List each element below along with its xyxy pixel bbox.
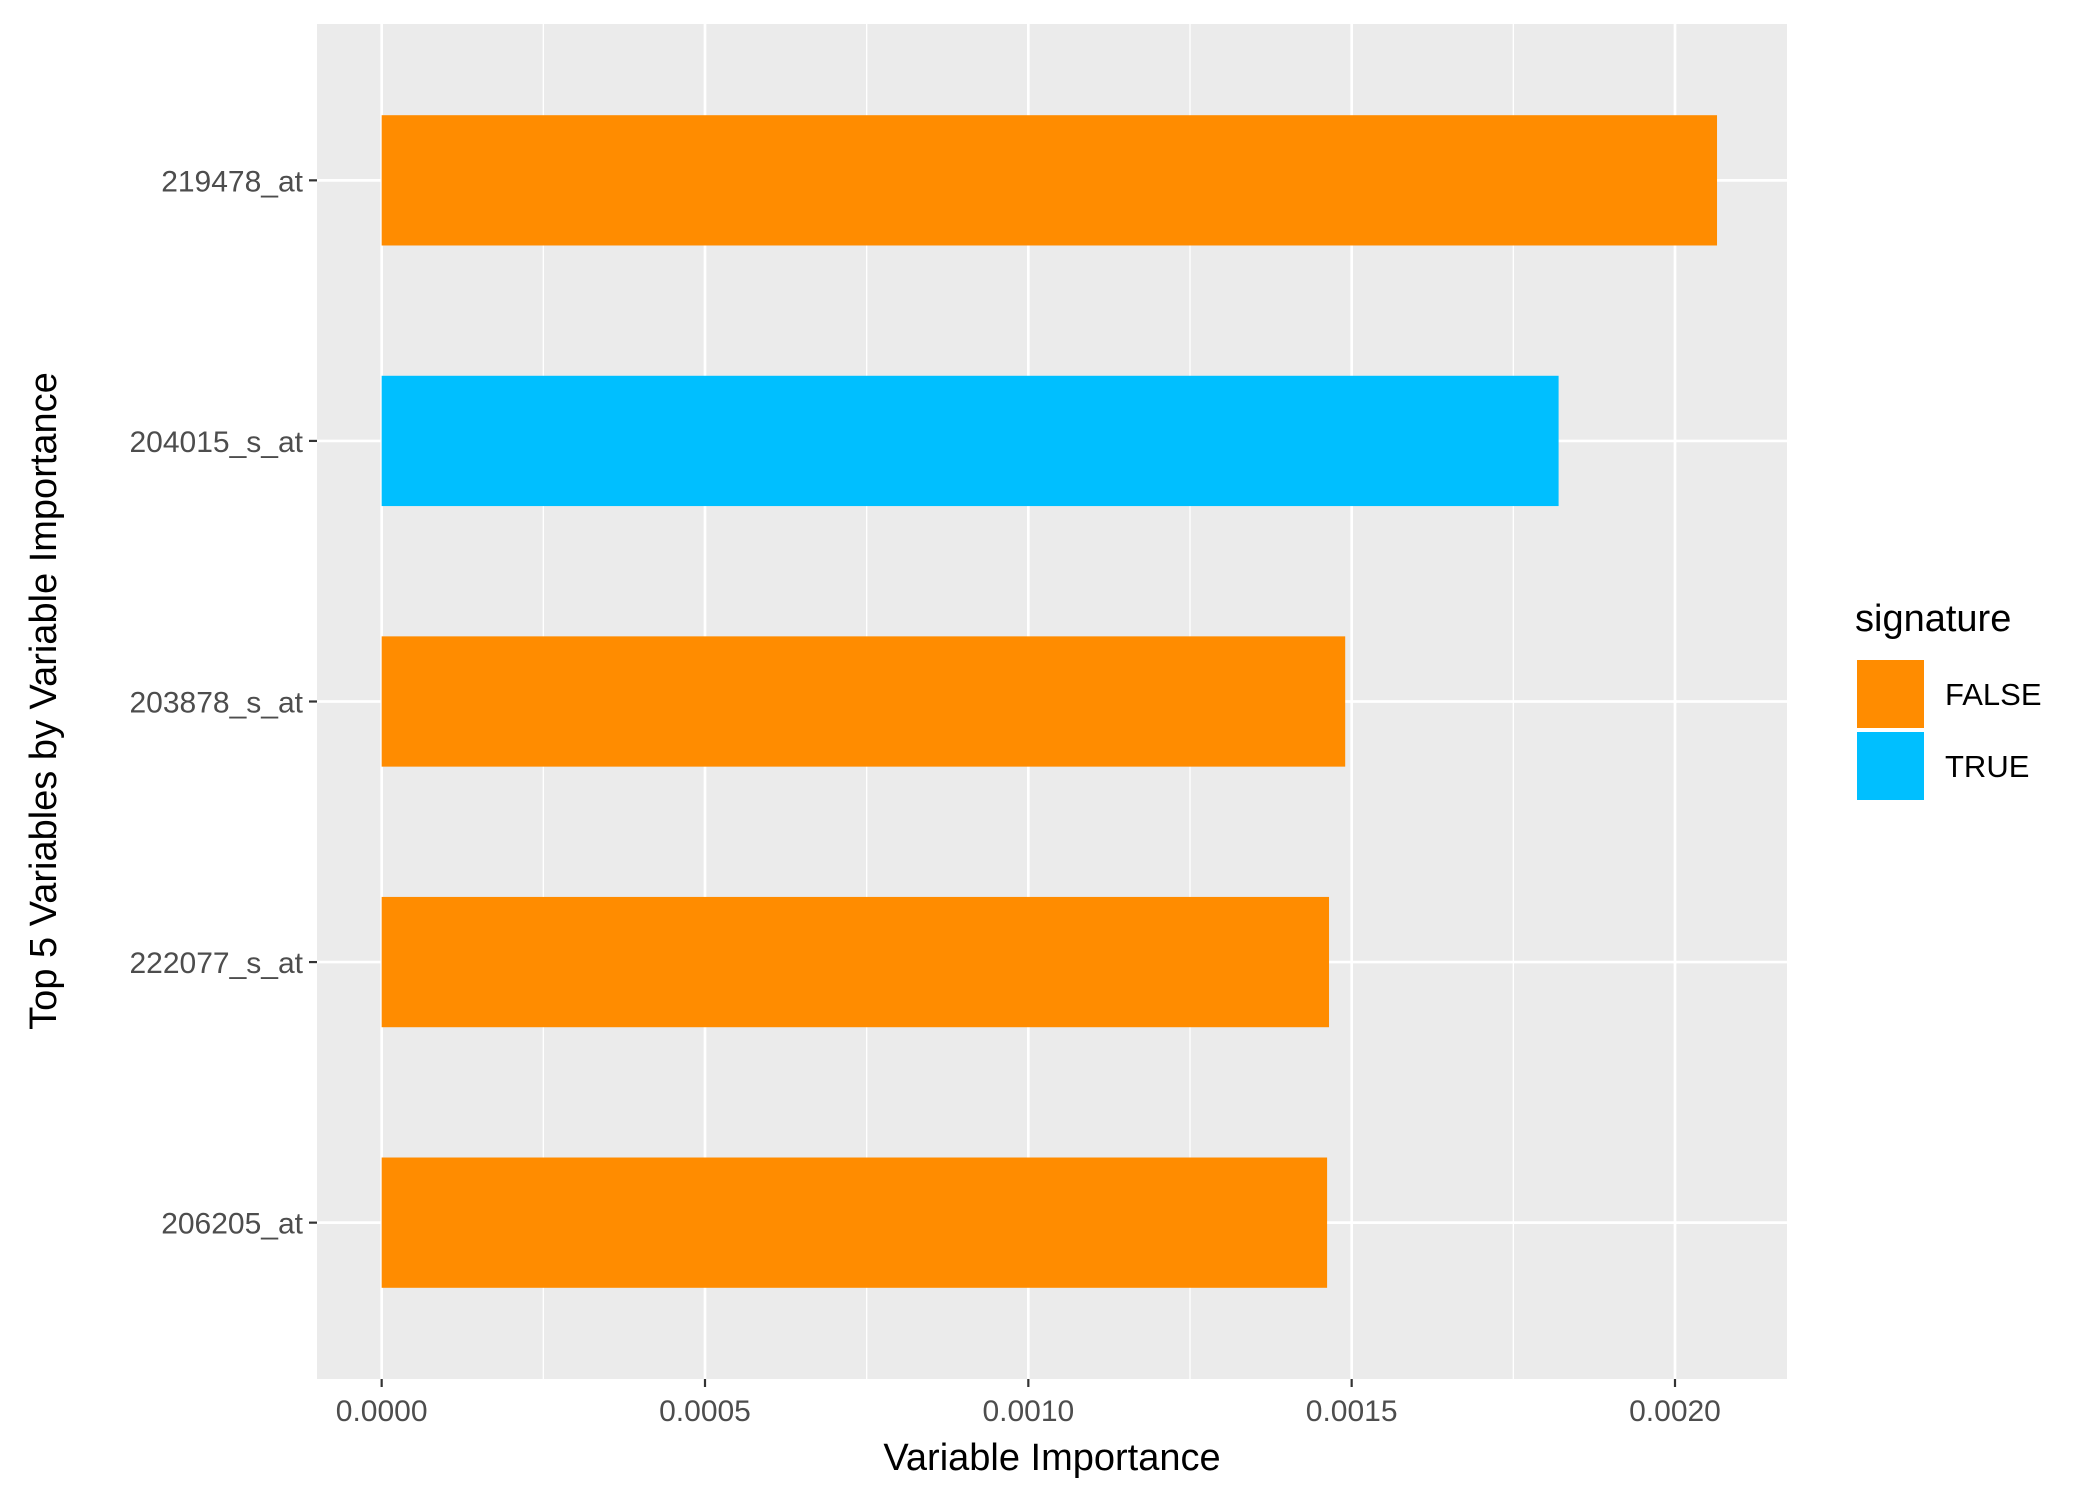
bar-204015_s_at	[381, 375, 1559, 507]
y-axis: 219478_at 204015_s_at 203878_s_at 222077_s_…	[130, 165, 317, 1241]
x-tick-label: 0.0000	[336, 1395, 428, 1428]
x-tick-label: 0.0020	[1629, 1395, 1721, 1428]
legend-title: signature	[1855, 598, 2011, 640]
legend-label-false: FALSE	[1945, 677, 2042, 712]
y-tick-label: 222077_s_at	[130, 947, 304, 980]
legend-key-false	[1857, 660, 1924, 728]
x-axis-title: Variable Importance	[883, 1437, 1220, 1479]
x-tick-label: 0.0015	[1306, 1395, 1398, 1428]
bar-206205_at	[381, 1157, 1328, 1288]
bars	[381, 115, 1718, 1288]
legend-label-true: TRUE	[1945, 749, 2029, 784]
legend: signature FALSE TRUE	[1855, 598, 2042, 800]
x-tick-label: 0.0010	[982, 1395, 1074, 1428]
y-tick-label: 203878_s_at	[130, 687, 304, 720]
y-tick-label: 219478_at	[161, 165, 303, 198]
bar-203878_s_at	[381, 636, 1346, 767]
bar-219478_at	[381, 115, 1718, 246]
y-tick-label: 206205_at	[161, 1208, 303, 1241]
x-axis: 0.0000 0.0005 0.0010 0.0015 0.0020	[336, 1379, 1721, 1428]
legend-key-true	[1857, 732, 1924, 800]
y-tick-label: 204015_s_at	[130, 426, 304, 459]
y-axis-title: Top 5 Variables by Variable Importance	[23, 372, 65, 1030]
bar-222077_s_at	[381, 896, 1330, 1028]
x-tick-label: 0.0005	[659, 1395, 751, 1428]
